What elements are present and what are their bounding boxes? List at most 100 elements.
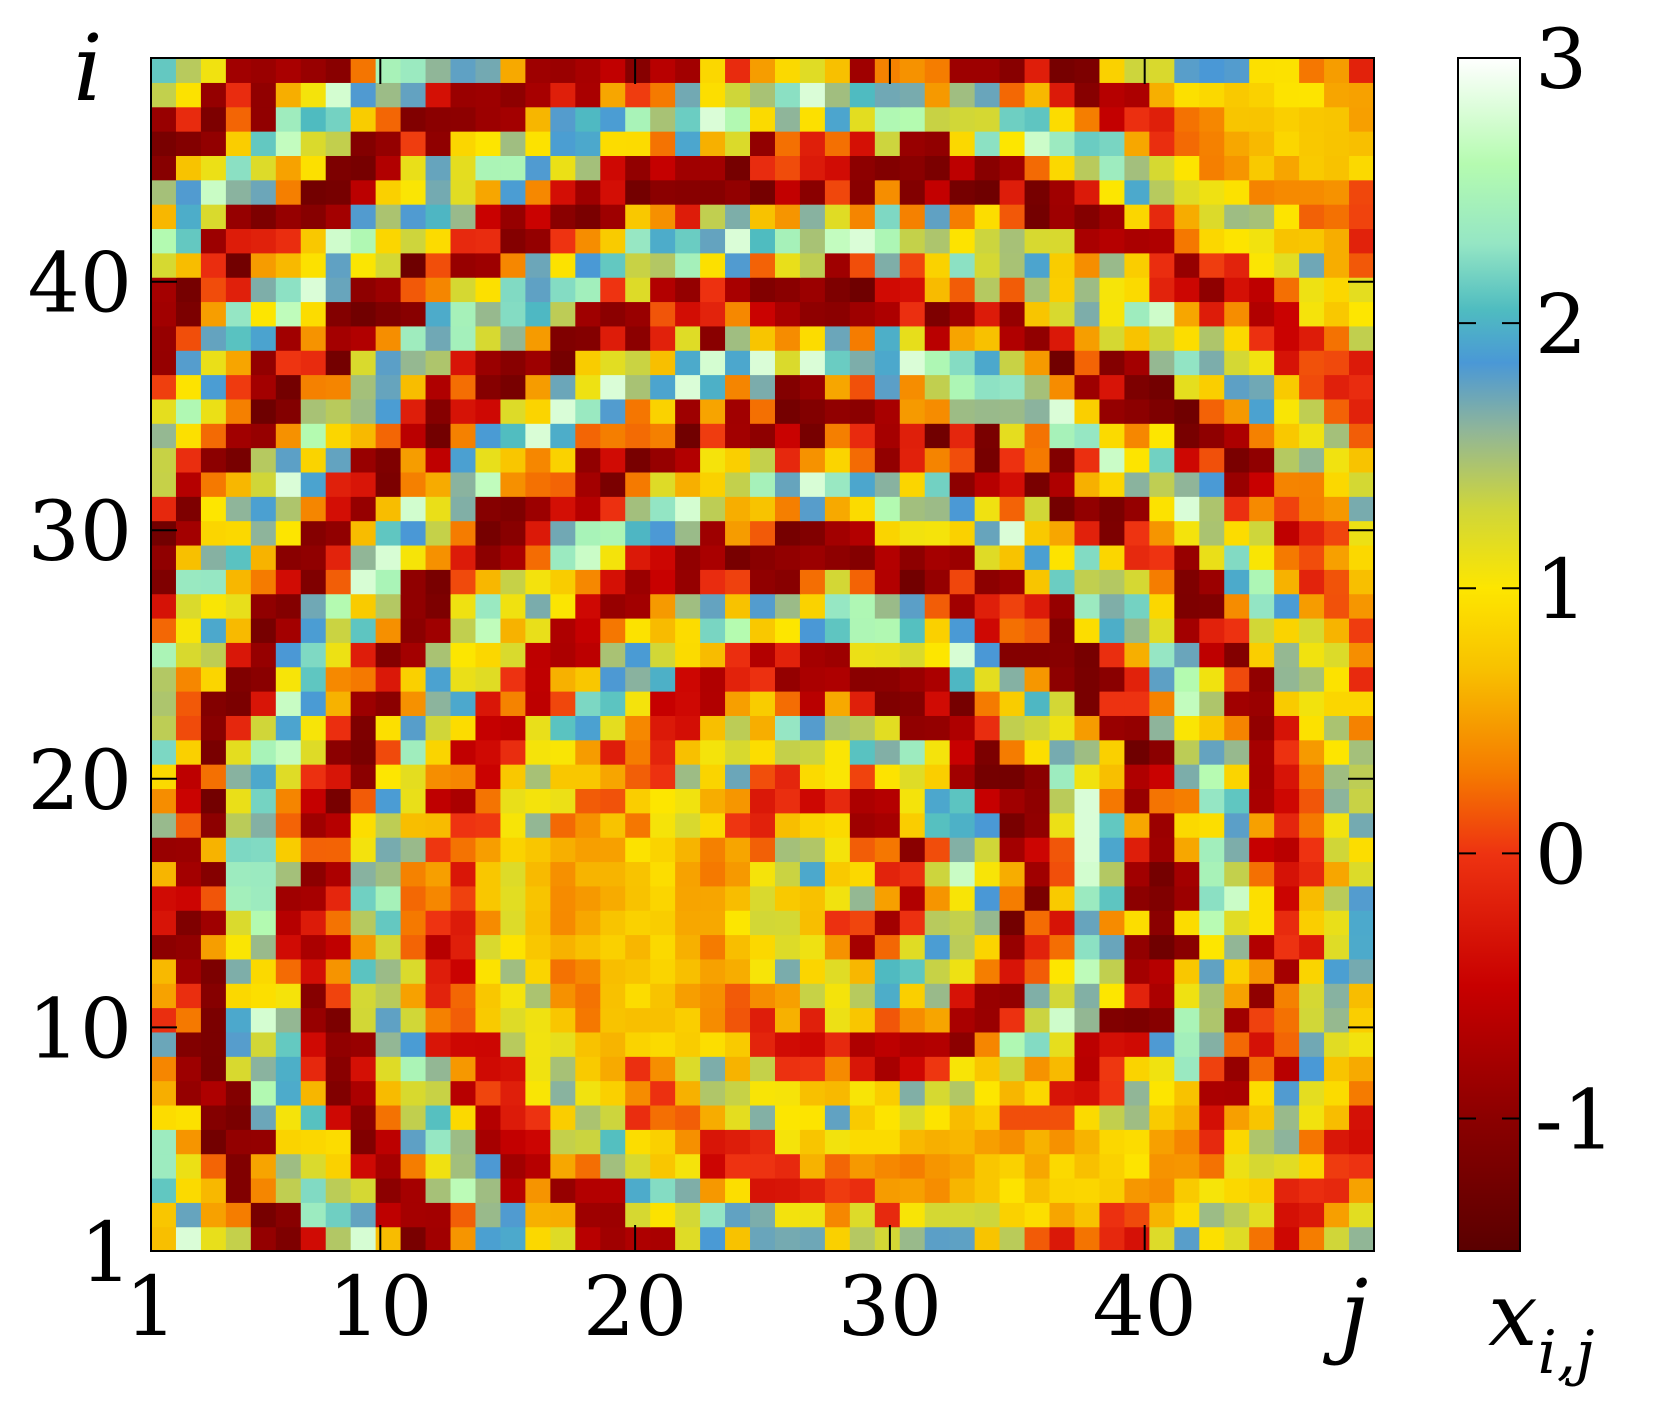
heatmap-cell xyxy=(625,739,651,765)
heatmap-cell xyxy=(999,1177,1026,1203)
heatmap-cell xyxy=(949,569,976,595)
heatmap-cell xyxy=(350,715,377,741)
heatmap-cell xyxy=(774,885,801,911)
heatmap-cell xyxy=(175,861,202,887)
heatmap-cell xyxy=(200,496,227,522)
heatmap-cell xyxy=(1149,764,1175,790)
heatmap-cell xyxy=(500,764,526,790)
heatmap-cell xyxy=(425,350,452,376)
heatmap-cell xyxy=(600,131,626,156)
heatmap-cell xyxy=(475,642,502,668)
heatmap-cell xyxy=(625,82,651,108)
heatmap-cell xyxy=(325,520,352,546)
heatmap-cell xyxy=(774,325,801,351)
heatmap-cell xyxy=(1099,447,1126,473)
heatmap-cell xyxy=(425,1202,452,1228)
heatmap-cell xyxy=(974,1007,1001,1033)
heatmap-cell xyxy=(375,447,402,473)
heatmap-cell xyxy=(1249,179,1275,205)
heatmap-cell xyxy=(675,739,701,765)
heatmap-cell xyxy=(874,691,901,716)
heatmap-cell xyxy=(625,691,651,716)
heatmap-cell xyxy=(151,252,177,278)
heatmap-cell xyxy=(275,666,302,692)
heatmap-cell xyxy=(700,520,726,546)
heatmap-cell xyxy=(1174,106,1200,132)
heatmap-cell xyxy=(175,204,202,230)
heatmap-cell xyxy=(1174,885,1200,911)
heatmap-cell xyxy=(325,812,352,838)
heatmap-cell xyxy=(1199,398,1225,424)
heatmap-cell xyxy=(974,837,1001,863)
heatmap-cell xyxy=(575,1129,601,1155)
heatmap-cell xyxy=(1199,837,1225,863)
heatmap-cell xyxy=(625,1226,651,1252)
heatmap-cell xyxy=(350,1153,377,1179)
heatmap-cell xyxy=(1099,715,1126,741)
heatmap-cell xyxy=(824,496,851,522)
heatmap-cell xyxy=(700,666,726,692)
heatmap-cell xyxy=(1174,520,1200,546)
heatmap-cell xyxy=(675,179,701,205)
heatmap-cell xyxy=(275,1104,302,1130)
heatmap-cell xyxy=(625,788,651,814)
heatmap-cell xyxy=(475,544,502,570)
heatmap-cell xyxy=(1074,398,1101,424)
heatmap-cell xyxy=(1249,617,1275,643)
heatmap-cell xyxy=(225,1080,252,1106)
heatmap-cell xyxy=(1049,544,1076,570)
heatmap-cell xyxy=(1299,764,1325,790)
heatmap-cell xyxy=(375,277,402,303)
heatmap-cell xyxy=(799,471,826,497)
heatmap-cell xyxy=(1049,569,1076,595)
heatmap-cell xyxy=(1224,58,1250,83)
heatmap-cell xyxy=(750,861,776,887)
heatmap-cell xyxy=(1349,1104,1375,1130)
heatmap-cell xyxy=(1349,812,1375,838)
heatmap-cell xyxy=(899,301,926,327)
heatmap-cell xyxy=(400,82,427,108)
heatmap-cell xyxy=(849,812,876,838)
heatmap-cell xyxy=(1324,58,1350,83)
heatmap-cell xyxy=(1024,910,1051,936)
heatmap-cell xyxy=(700,1056,726,1082)
heatmap-cell xyxy=(175,691,202,716)
heatmap-cell xyxy=(151,934,177,960)
heatmap-cell xyxy=(675,983,701,1009)
heatmap-cell xyxy=(849,788,876,814)
heatmap-cell xyxy=(1249,910,1275,936)
heatmap-cell xyxy=(250,934,277,960)
heatmap-cell xyxy=(1049,1177,1076,1203)
heatmap-cell xyxy=(924,252,951,278)
heatmap-cell xyxy=(924,1129,951,1155)
heatmap-cell xyxy=(275,58,302,83)
heatmap-cell xyxy=(750,666,776,692)
heatmap-cell xyxy=(1249,812,1275,838)
heatmap-cell xyxy=(1274,106,1300,132)
heatmap-cell xyxy=(600,58,626,83)
heatmap-cell xyxy=(1049,1007,1076,1033)
heatmap-cell xyxy=(1349,958,1375,984)
heatmap-cell xyxy=(924,179,951,205)
heatmap-cell xyxy=(200,739,227,765)
heatmap-cell xyxy=(974,642,1001,668)
heatmap-cell xyxy=(575,58,601,83)
heatmap-cell xyxy=(225,1153,252,1179)
heatmap-cell xyxy=(375,593,402,619)
heatmap-cell xyxy=(949,983,976,1009)
heatmap-cell xyxy=(325,1104,352,1130)
heatmap-cell xyxy=(1349,1226,1375,1252)
heatmap-cell xyxy=(250,569,277,595)
heatmap-cell xyxy=(874,788,901,814)
heatmap-cell xyxy=(874,666,901,692)
heatmap-cell xyxy=(1324,812,1350,838)
heatmap-cell xyxy=(375,1202,402,1228)
heatmap-cell xyxy=(325,617,352,643)
heatmap-cell xyxy=(750,204,776,230)
heatmap-cell xyxy=(1099,1202,1126,1228)
heatmap-cell xyxy=(600,1129,626,1155)
heatmap-cell xyxy=(1199,471,1225,497)
heatmap-cell xyxy=(350,544,377,570)
heatmap-cell xyxy=(1174,1007,1200,1033)
heatmap-cell xyxy=(700,593,726,619)
